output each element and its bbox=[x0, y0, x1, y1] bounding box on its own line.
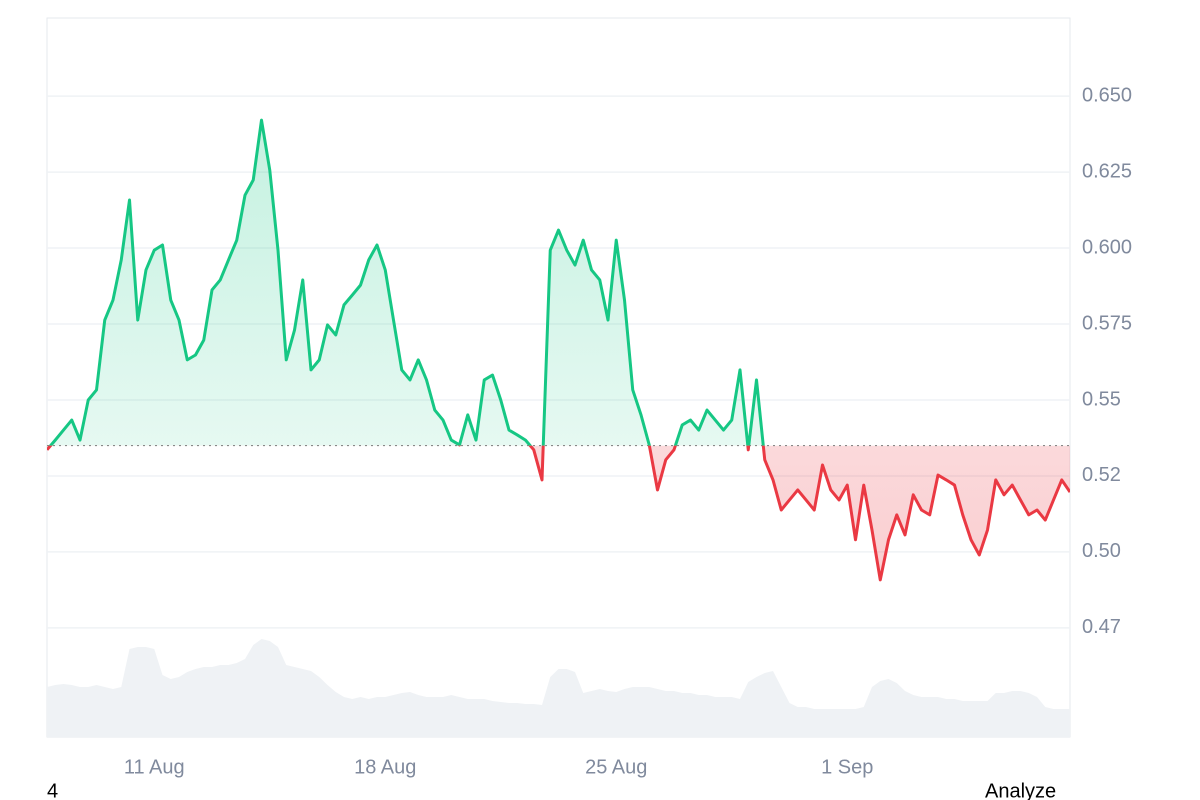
price-line-up bbox=[48, 118, 765, 446]
y-tick-label: 0.575 bbox=[1082, 312, 1132, 334]
y-tick-label: 0.55 bbox=[1082, 388, 1121, 410]
footer-left: 4 bbox=[47, 780, 58, 800]
x-tick-label: 25 Aug bbox=[585, 756, 647, 778]
volume-area bbox=[47, 639, 1070, 737]
x-tick-label: 18 Aug bbox=[354, 756, 416, 778]
y-tick-label: 0.50 bbox=[1082, 540, 1121, 562]
area-down bbox=[47, 445, 1070, 580]
y-tick-label: 0.47 bbox=[1082, 616, 1121, 638]
y-tick-label: 0.625 bbox=[1082, 160, 1132, 182]
x-tick-label: 1 Sep bbox=[821, 756, 873, 778]
footer-right[interactable]: Analyze bbox=[985, 780, 1056, 800]
x-tick-label: 11 Aug bbox=[124, 756, 185, 778]
area-up bbox=[47, 120, 1070, 446]
y-tick-label: 0.52 bbox=[1082, 464, 1121, 486]
price-line-down bbox=[47, 445, 1070, 582]
y-tick-label: 0.600 bbox=[1082, 236, 1132, 258]
y-tick-label: 0.650 bbox=[1082, 84, 1132, 106]
